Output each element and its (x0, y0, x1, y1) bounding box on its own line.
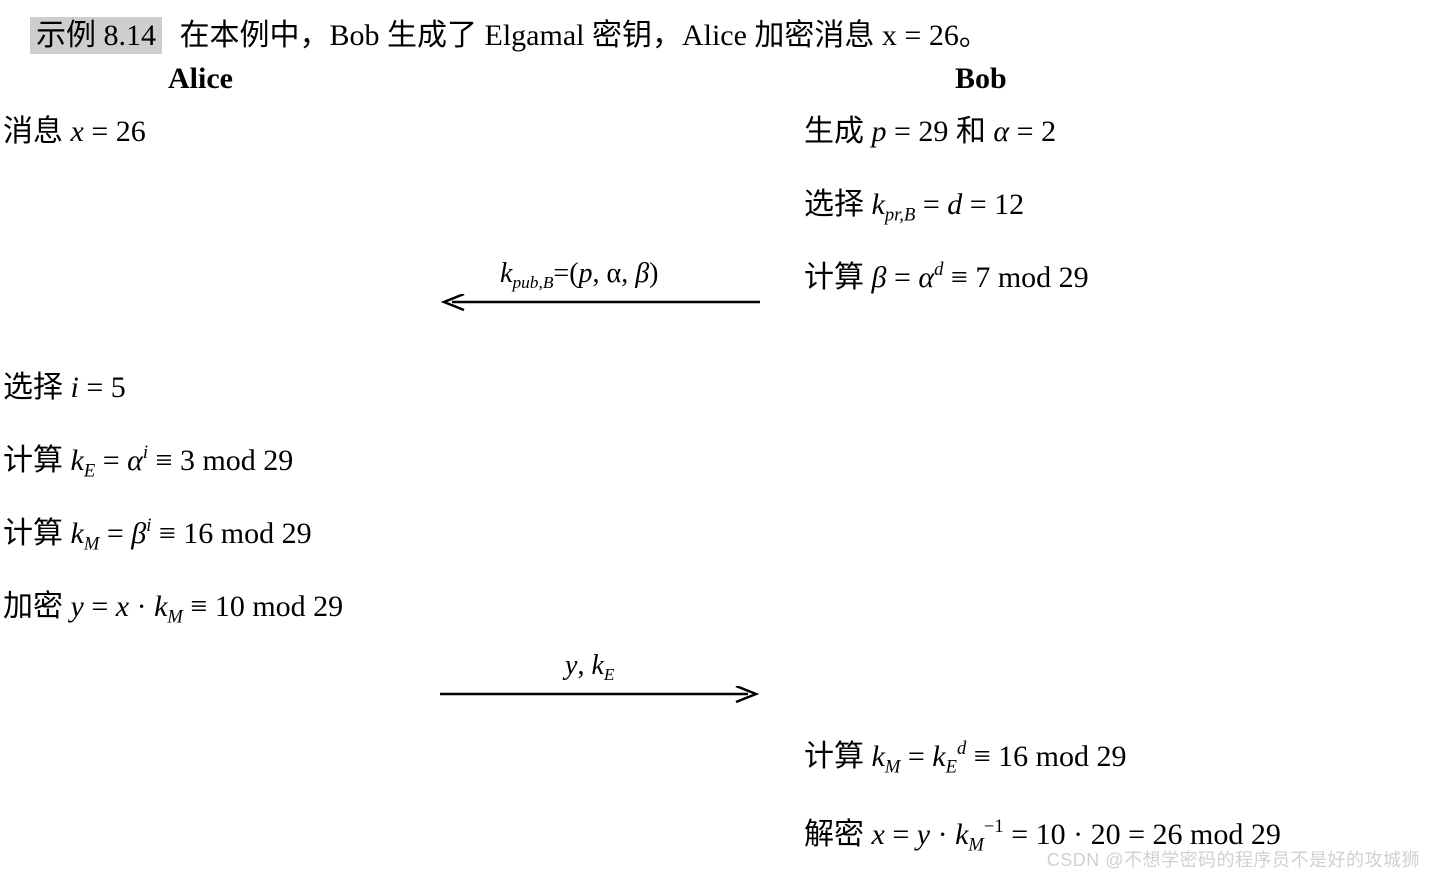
alice-compute-km: 计算 kM = βi ≡ 16 mod 29 (3, 517, 312, 550)
example-number: 示例 8.14 (30, 17, 162, 54)
alice-header: Alice (168, 62, 233, 96)
bob-compute-km: 计算 kM = kEd ≡ 16 mod 29 (804, 740, 1127, 773)
bob-step-choose-d: 选择 kpr,B = d = 12 (804, 188, 1024, 221)
bob-header: Bob (955, 62, 1007, 96)
arrow-public-key: kpub,B=(p, α, β) (440, 258, 760, 322)
example-title: 示例 8.14 在本例中，Bob 生成了 Elgamal 密钥，Alice 加密… (30, 10, 1400, 54)
arrow-right-icon (440, 686, 760, 714)
arrow-ciphertext: y, kE (440, 650, 760, 714)
page-root: 示例 8.14 在本例中，Bob 生成了 Elgamal 密钥，Alice 加密… (0, 0, 1430, 877)
alice-compute-ke: 计算 kE = αi ≡ 3 mod 29 (3, 444, 293, 477)
example-description: 在本例中，Bob 生成了 Elgamal 密钥，Alice 加密消息 x = 2… (170, 19, 989, 52)
arrow-left-icon (440, 294, 760, 322)
alice-message: 消息 x = 26 (3, 115, 146, 148)
alice-encrypt: 加密 y = x · kM ≡ 10 mod 29 (3, 590, 343, 623)
bob-step-generate: 生成 p = 29 和 α = 2 (804, 115, 1056, 148)
arrow-public-key-label: kpub,B=(p, α, β) (500, 258, 659, 290)
watermark: CSDN @不想学密码的程序员不是好的攻城狮 (1047, 846, 1420, 872)
alice-choose-i: 选择 i = 5 (3, 371, 126, 404)
bob-step-compute-beta: 计算 β = αd ≡ 7 mod 29 (804, 261, 1089, 294)
arrow-ciphertext-label: y, kE (565, 650, 614, 682)
